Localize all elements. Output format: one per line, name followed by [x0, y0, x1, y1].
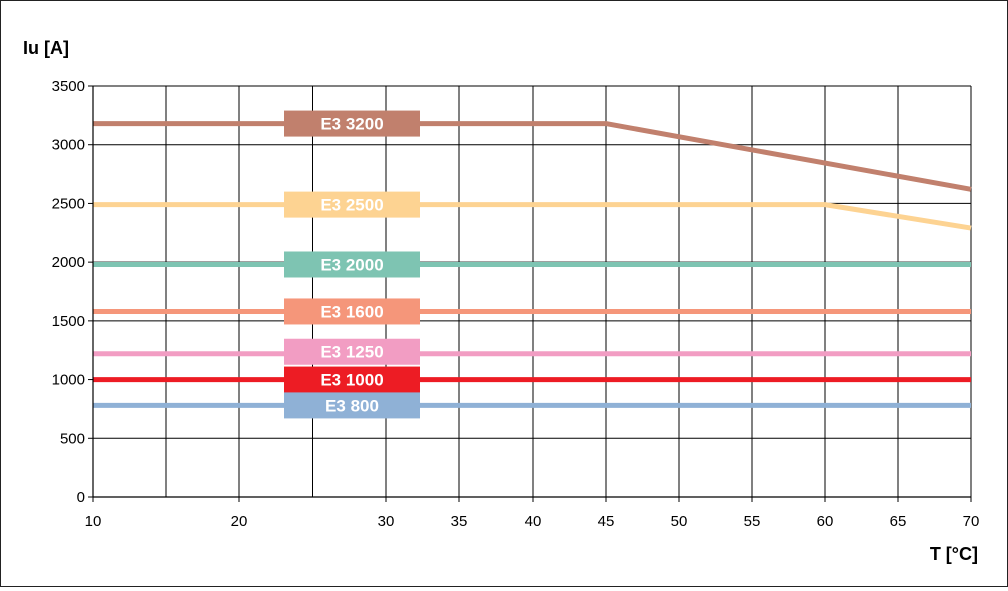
series-label: E3 3200: [284, 110, 420, 137]
x-tick-label: 30: [378, 513, 395, 530]
x-tick-label: 60: [817, 513, 834, 530]
series-label: E3 2500: [284, 191, 420, 218]
x-tick-label: 20: [231, 513, 248, 530]
x-tick-label: 40: [525, 513, 542, 530]
series-label-text: E3 1000: [320, 371, 383, 390]
x-tick-label: 70: [963, 513, 980, 530]
x-axis-title: T [°C]: [930, 544, 978, 564]
axes: 0 500 1000 1500 2000 2500 3000 3500 10 20 30 35 40 45…: [52, 78, 980, 530]
y-tick-label: 500: [60, 430, 85, 447]
x-tick-label: 55: [744, 513, 761, 530]
y-tick-label: 1000: [52, 372, 85, 389]
series-label-box: [284, 392, 420, 419]
y-tick-label: 1500: [52, 313, 85, 330]
x-tick-label: 65: [890, 513, 907, 530]
y-tick-label: 3000: [52, 137, 85, 154]
series-label: E3 800: [284, 392, 420, 419]
series-label-box: [284, 110, 420, 137]
series-label-text: E3 3200: [320, 115, 383, 134]
x-tick-label: 35: [451, 513, 468, 530]
x-tick-label: 50: [671, 513, 688, 530]
series-label-text: E3 2500: [320, 196, 383, 215]
series-label-box: [284, 251, 420, 278]
series-label-box: [284, 191, 420, 218]
series-label-box: [284, 366, 420, 393]
y-tick-label: 0: [77, 489, 85, 506]
x-tick-label: 10: [85, 513, 102, 530]
y-tick-label: 2000: [52, 254, 85, 271]
series-labels: E3 3200 E3 2500 E3 2000 E3 1600 E3 1250 E3 10…: [284, 110, 420, 419]
series-label-box: [284, 338, 420, 365]
series-label-text: E3 2000: [320, 255, 383, 274]
series-lines: [93, 121, 972, 408]
series-label: E3 1250: [284, 338, 420, 365]
x-tick-label: 45: [598, 513, 615, 530]
series-label-text: E3 1600: [320, 302, 383, 321]
series-line: [93, 202, 972, 231]
y-axis-title: Iu [A]: [23, 38, 69, 58]
series-label: E3 2000: [284, 251, 420, 278]
series-line: [93, 121, 972, 192]
series-label-text: E3 800: [325, 396, 379, 415]
series-label: E3 1000: [284, 366, 420, 393]
series-label-text: E3 1250: [320, 343, 383, 362]
y-tick-label: 2500: [52, 195, 85, 212]
series-label: E3 1600: [284, 298, 420, 325]
grid: [92, 85, 972, 498]
series-label-box: [284, 298, 420, 325]
y-tick-label: 3500: [52, 78, 85, 95]
